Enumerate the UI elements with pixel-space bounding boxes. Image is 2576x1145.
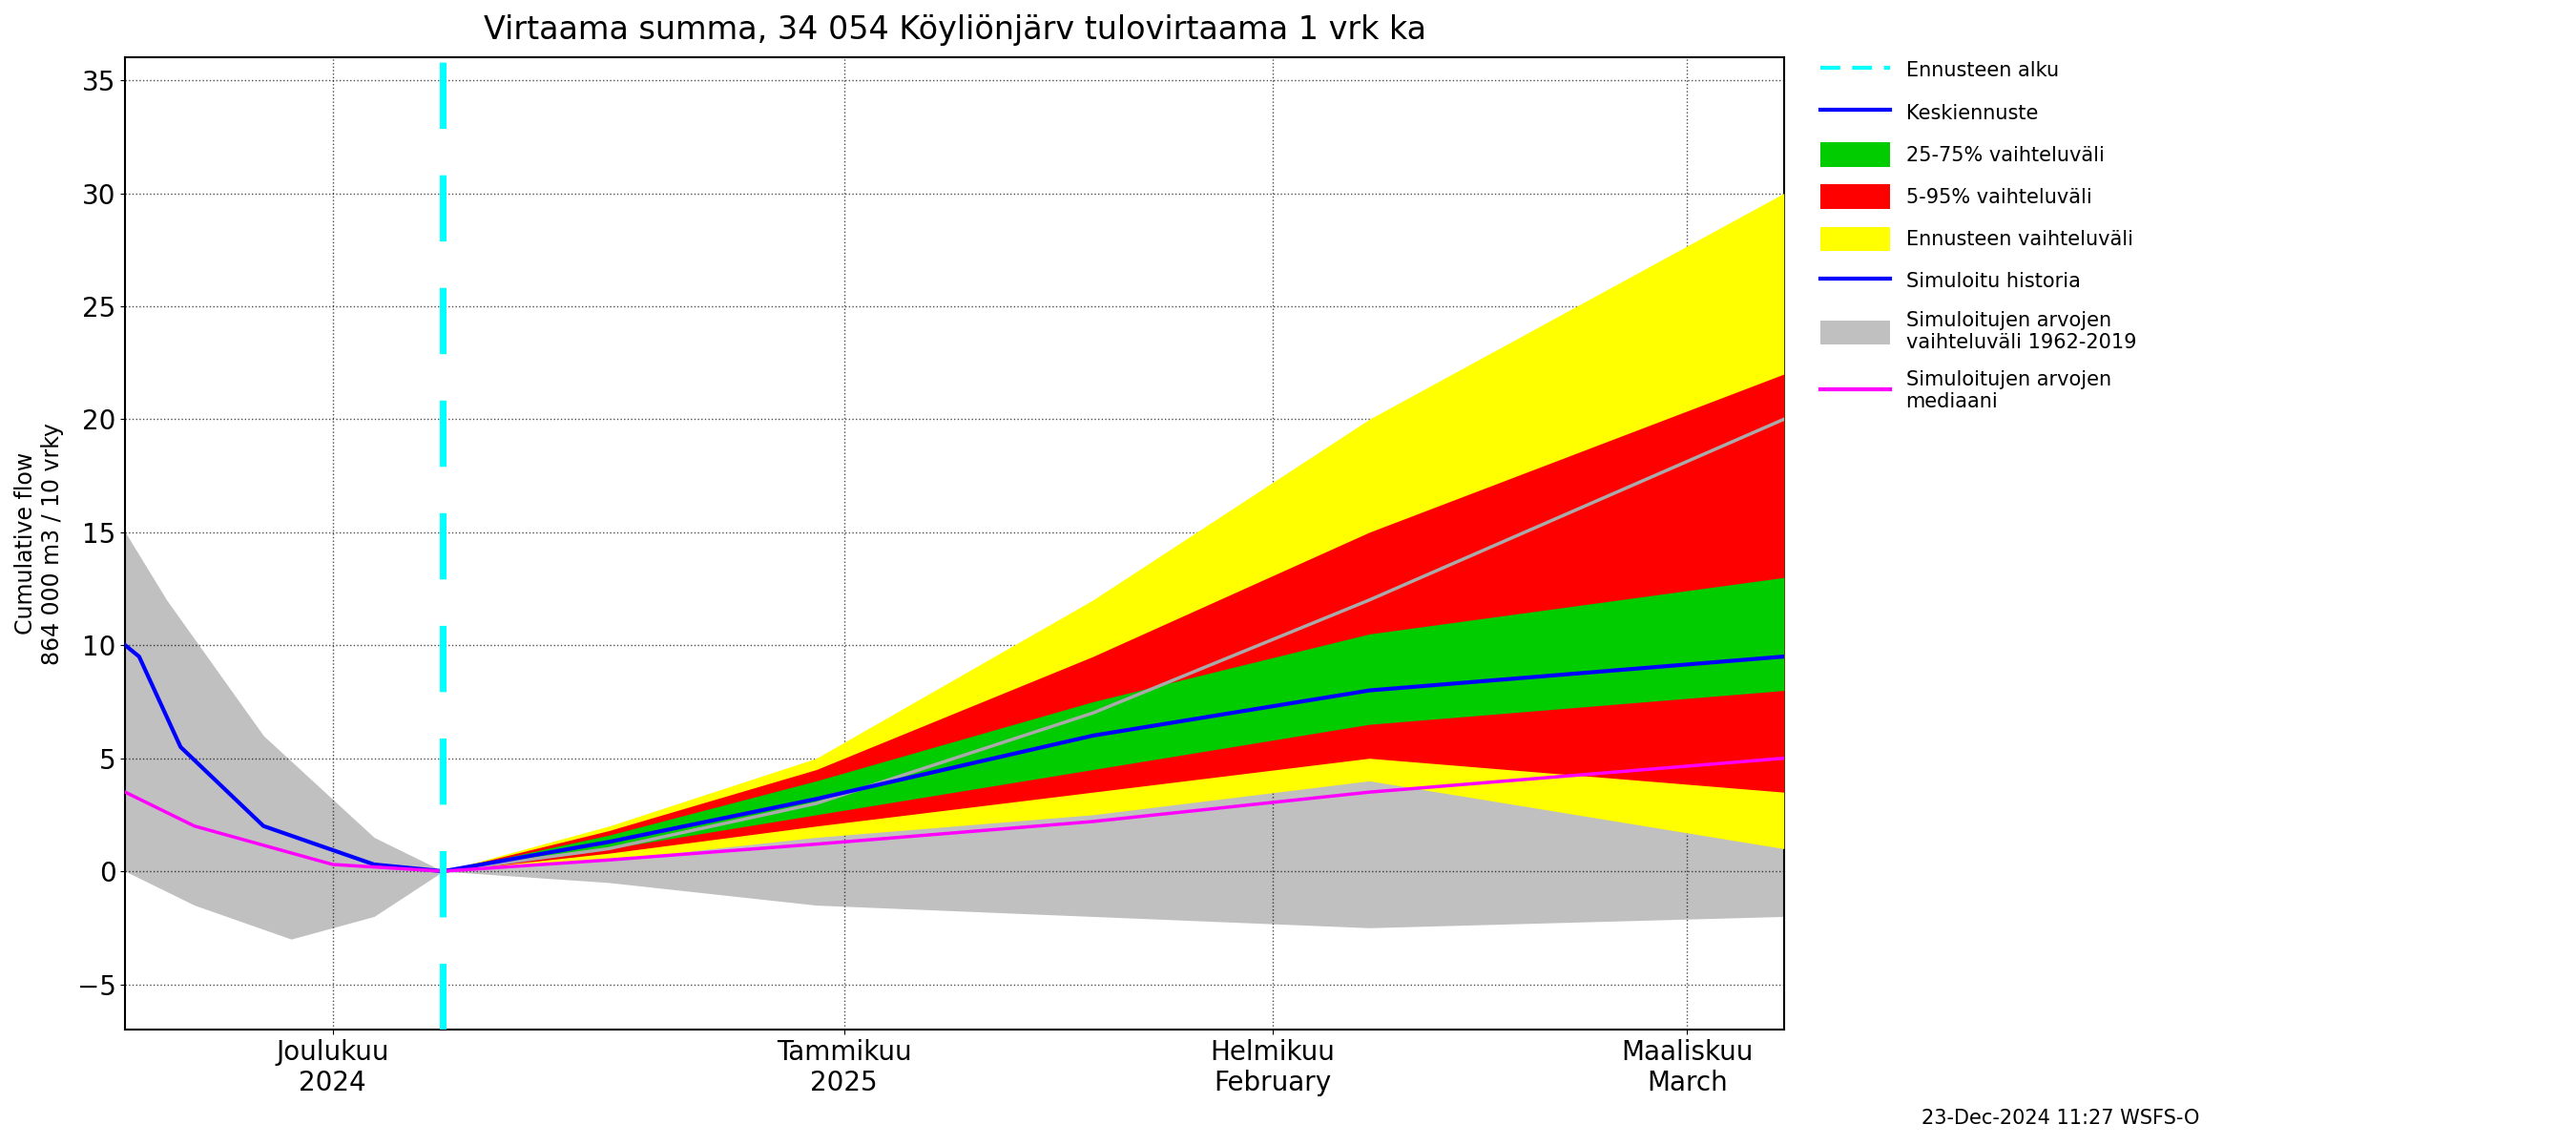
Title: Virtaama summa, 34 054 Köyliönjärv tulovirtaama 1 vrk ka: Virtaama summa, 34 054 Köyliönjärv tulov…: [484, 14, 1427, 46]
Legend: Ennusteen alku, Keskiennuste, 25-75% vaihteluväli, 5-95% vaihteluväli, Ennusteen: Ennusteen alku, Keskiennuste, 25-75% vai…: [1811, 48, 2146, 421]
Y-axis label: Cumulative flow
864 000 m3 / 10 vrky: Cumulative flow 864 000 m3 / 10 vrky: [15, 423, 64, 665]
Text: 23-Dec-2024 11:27 WSFS-O: 23-Dec-2024 11:27 WSFS-O: [1922, 1108, 2200, 1128]
